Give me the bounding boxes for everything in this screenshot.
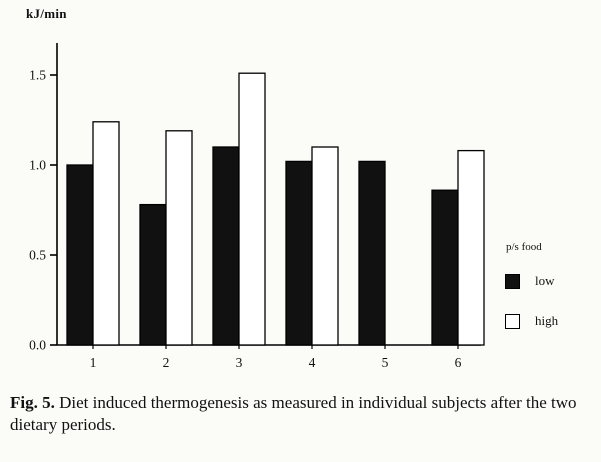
caption-text: Diet induced thermogenesis as measured i… — [10, 393, 577, 435]
thermogenesis-bar-chart: kJ/min 0.0 0.5 1.0 1.5 1 2 3 4 5 6 p/s food low hi… — [26, 6, 558, 370]
legend-item-high: high — [505, 313, 558, 329]
bar-high-subject-6 — [457, 149, 485, 346]
y-tick-label: 1.0 — [29, 158, 46, 173]
x-tick-label: 6 — [455, 355, 462, 370]
bar-low-subject-4 — [285, 160, 313, 346]
x-tick-label: 5 — [382, 355, 389, 370]
bar-high-subject-1 — [92, 121, 120, 346]
figure-label: Fig. 5. — [10, 393, 55, 412]
bar-high-subject-2 — [165, 130, 193, 346]
bar-low-subject-3 — [212, 146, 240, 346]
legend-title: p/s food — [506, 241, 542, 253]
x-tick-label: 2 — [163, 355, 170, 370]
legend-item-low: low — [505, 273, 558, 289]
bar-low-subject-6 — [431, 189, 459, 346]
x-tick-label: 1 — [90, 355, 97, 370]
y-axis-label: kJ/min — [26, 6, 67, 21]
legend-label-high: high — [535, 313, 559, 328]
legend-swatch-low — [505, 273, 520, 289]
legend-items: low high — [505, 273, 558, 329]
bar-low-subject-5 — [358, 160, 386, 346]
legend-label-low: low — [535, 273, 555, 288]
chart-plot: 0.0 0.5 1.0 1.5 1 2 3 4 5 6 — [29, 43, 485, 370]
bar-low-subject-2 — [139, 203, 167, 346]
figure-caption: Fig. 5. Diet induced thermogenesis as me… — [10, 392, 594, 436]
chart-legend: p/s food low high — [505, 241, 558, 353]
y-tick-label: 0.0 — [29, 338, 46, 353]
x-tick-label: 4 — [309, 355, 316, 370]
legend-swatch-high — [505, 313, 520, 329]
bar-low-subject-1 — [66, 164, 94, 346]
y-tick-label: 0.5 — [29, 248, 46, 263]
y-tick-label: 1.5 — [29, 68, 46, 83]
bar-high-subject-3 — [238, 72, 266, 346]
x-tick-label: 3 — [236, 355, 243, 370]
bar-high-subject-4 — [311, 146, 339, 346]
